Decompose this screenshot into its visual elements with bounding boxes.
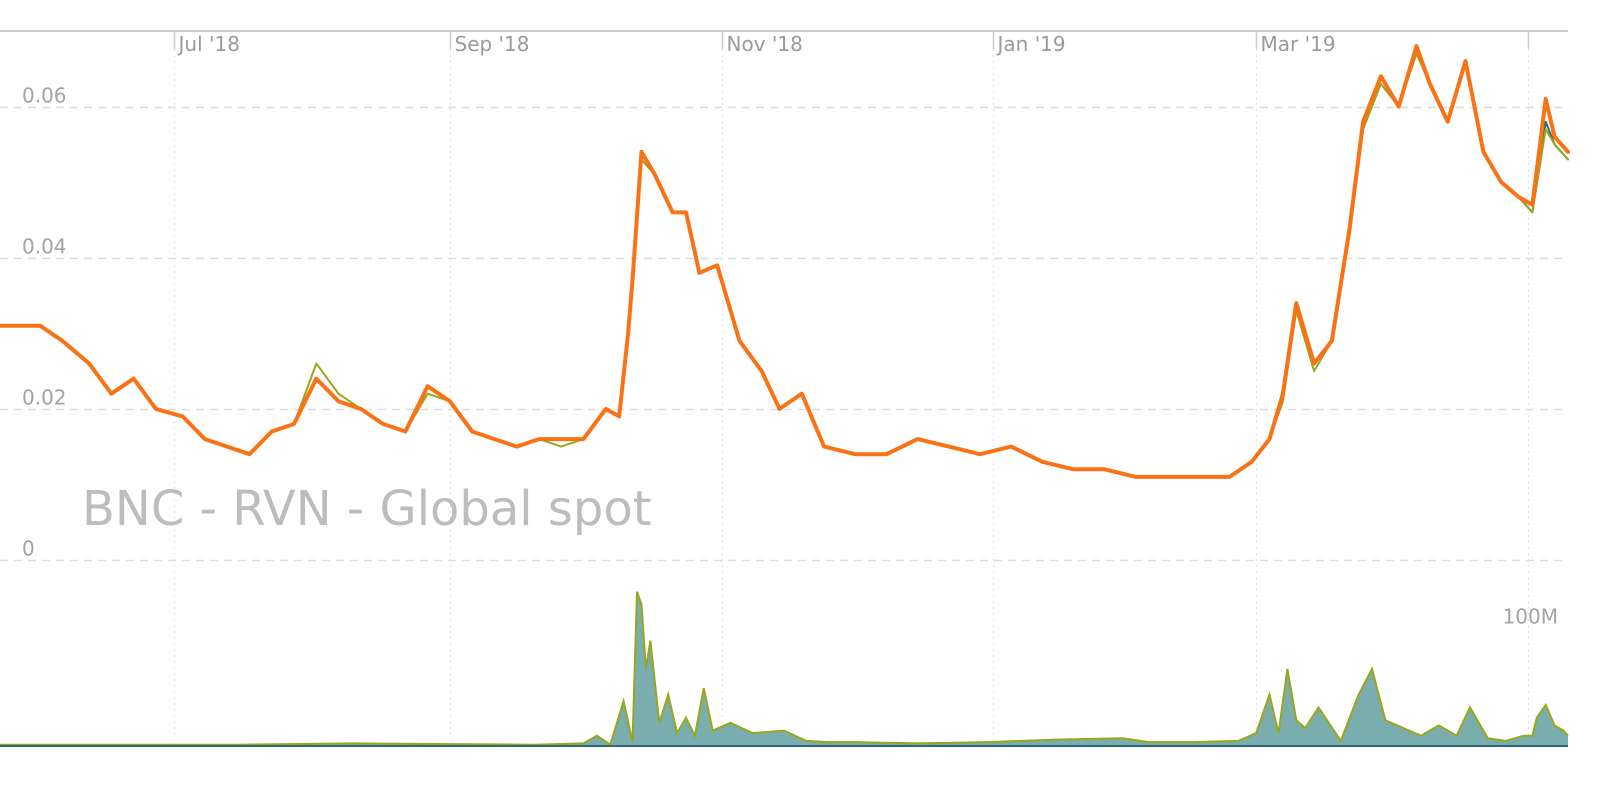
volume-area (0, 591, 1568, 746)
y-tick-label: 0 (22, 537, 35, 561)
volume-tick-label: 100M (1503, 604, 1558, 628)
volume-area-layer (0, 591, 1569, 747)
x-tick-label: Sep '18 (455, 32, 530, 56)
x-tick-label: Jan '19 (996, 32, 1066, 56)
y-tick-label: 0.06 (22, 84, 67, 108)
x-tick-label: Mar '19 (1261, 32, 1336, 56)
y-tick-label: 0.02 (22, 386, 67, 410)
x-tick-label: Nov '18 (727, 32, 803, 56)
price-series-line-3 (0, 44, 1570, 479)
axis-labels-layer: Jul '18 Sep '18 Nov '18 Jan '19 Mar '19 0 0.02… (22, 32, 1558, 628)
price-lines-layer (0, 44, 1570, 479)
y-tick-label: 0.04 (22, 235, 67, 259)
grid-layer (0, 30, 1568, 746)
price-series-line-2 (0, 52, 1569, 478)
x-tick-label: Jul '18 (177, 32, 240, 56)
price-series-line-1 (0, 45, 1569, 478)
chart-watermark: BNC - RVN - Global spot (82, 481, 652, 537)
volume-outline (0, 591, 1569, 747)
